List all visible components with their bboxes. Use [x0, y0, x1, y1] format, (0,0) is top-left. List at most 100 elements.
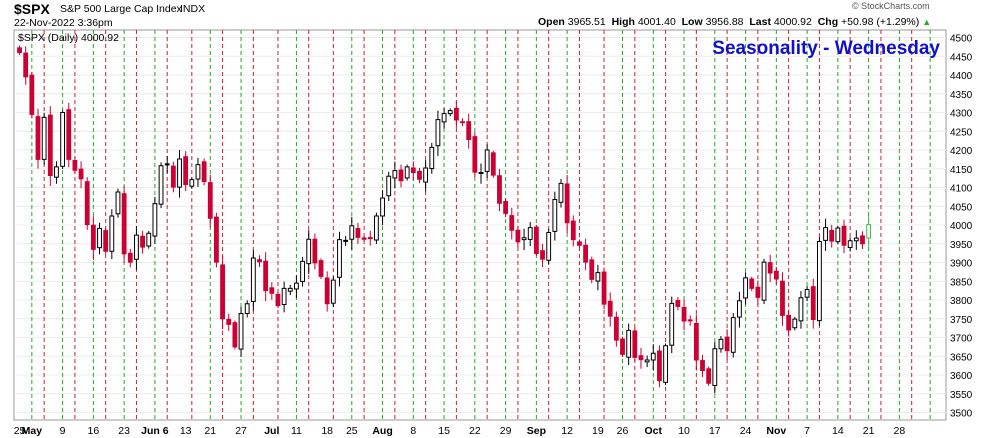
candle-body [644, 359, 650, 363]
y-tick-label: 3800 [950, 296, 973, 307]
candle-body [558, 182, 564, 203]
high-value: 4001.40 [637, 16, 676, 28]
x-tick-label: 12 [561, 425, 573, 437]
candle-body [447, 110, 453, 115]
high-label: High [611, 16, 635, 28]
x-tick-label: 8 [410, 425, 416, 437]
candle-body [170, 165, 176, 188]
candle-body [355, 228, 361, 238]
x-tick-label: 16 [88, 425, 100, 437]
candle-body [115, 191, 121, 215]
candle-body [287, 287, 293, 292]
candle-body [860, 235, 865, 245]
candle-body [853, 237, 859, 242]
candle-body [72, 160, 78, 171]
series-legend: $SPX (Daily) 4000.92 [18, 32, 119, 44]
candle-body [509, 215, 515, 231]
y-tick-label: 4200 [950, 146, 973, 157]
candle-body [300, 260, 305, 282]
candle-body [17, 47, 22, 53]
x-tick-label: 10 [678, 425, 690, 437]
candle-body [730, 317, 736, 353]
candle-body [632, 330, 638, 358]
candle-body [66, 109, 72, 160]
candle-body [201, 161, 207, 182]
open-label: Open [538, 16, 565, 28]
chart-datetime: 22-Nov-2022 3:36pm [14, 17, 113, 29]
candle-body [743, 277, 748, 299]
candle-body [214, 216, 219, 263]
candle-body [78, 168, 84, 180]
candle-body [798, 297, 804, 322]
x-tick-label: 24 [740, 425, 752, 437]
candle-body [829, 229, 835, 242]
candle-body [521, 237, 527, 241]
candle-body [693, 322, 699, 361]
candle-body [392, 170, 398, 179]
x-tick-label: 27 [235, 425, 247, 437]
month-label: Jul [264, 425, 279, 437]
candle-body [540, 250, 545, 260]
candle-body [460, 121, 465, 124]
candle-body [386, 175, 392, 197]
candle-body [835, 227, 841, 243]
last-label: Last [749, 16, 771, 28]
candle-body [589, 259, 595, 280]
open-value: 3965.51 [567, 16, 606, 28]
candle-body [361, 237, 367, 240]
candle-body [638, 355, 644, 361]
candle-body [189, 179, 195, 187]
x-tick-label: 15 [438, 425, 450, 437]
candle-body [373, 215, 379, 241]
candle-body [866, 224, 872, 239]
candle-body [435, 119, 441, 147]
candle-body [804, 289, 810, 298]
candle-body [250, 257, 256, 302]
candle-body [398, 169, 404, 182]
x-tick-label: 23 [118, 425, 130, 437]
candle-body [669, 302, 675, 346]
y-tick-label: 4050 [950, 202, 973, 213]
candle-body [47, 114, 53, 176]
candle-body [484, 149, 490, 172]
candle-body [472, 136, 478, 173]
chg-value: +50.98 (+1.29%) [841, 16, 920, 28]
candle-body [134, 234, 139, 260]
candle-body [97, 227, 102, 249]
last-value: 4000.92 [773, 16, 812, 28]
candle-body [577, 241, 582, 246]
x-tick-label: 14 [832, 425, 844, 437]
candle-body [35, 116, 41, 160]
y-tick-label: 4000 [950, 221, 973, 232]
x-tick-label: 13 [180, 425, 192, 437]
candle-body [337, 239, 342, 278]
candle-body [60, 112, 66, 167]
candle-body [773, 270, 779, 280]
exchange-label: INDX [180, 3, 206, 15]
x-tick-label: 7 [804, 425, 810, 437]
candle-body [650, 352, 656, 361]
x-tick-label: 11 [291, 425, 302, 437]
candle-body [90, 224, 96, 250]
candle-body [330, 279, 336, 304]
candle-body [177, 158, 182, 188]
candle-body [226, 318, 232, 325]
y-tick-label: 3500 [950, 409, 973, 420]
y-tick-label: 3600 [950, 371, 973, 382]
candle-body [429, 146, 435, 170]
month-label: May [22, 425, 43, 437]
y-tick-label: 4400 [950, 71, 973, 82]
y-tick-label: 4150 [950, 165, 973, 176]
candle-body [269, 287, 275, 294]
y-tick-label: 3950 [950, 240, 973, 251]
x-tick-label: 21 [863, 425, 875, 437]
ohlc-readout: Open 3965.51 High 4001.40 Low 3956.88 La… [538, 16, 931, 28]
candle-body [23, 52, 29, 78]
candle-body [786, 314, 792, 331]
y-tick-label: 3550 [950, 390, 973, 401]
x-tick-label: 25 [346, 425, 358, 437]
candle-body [318, 260, 324, 277]
candle-body [816, 241, 822, 322]
candle-body [823, 227, 828, 241]
